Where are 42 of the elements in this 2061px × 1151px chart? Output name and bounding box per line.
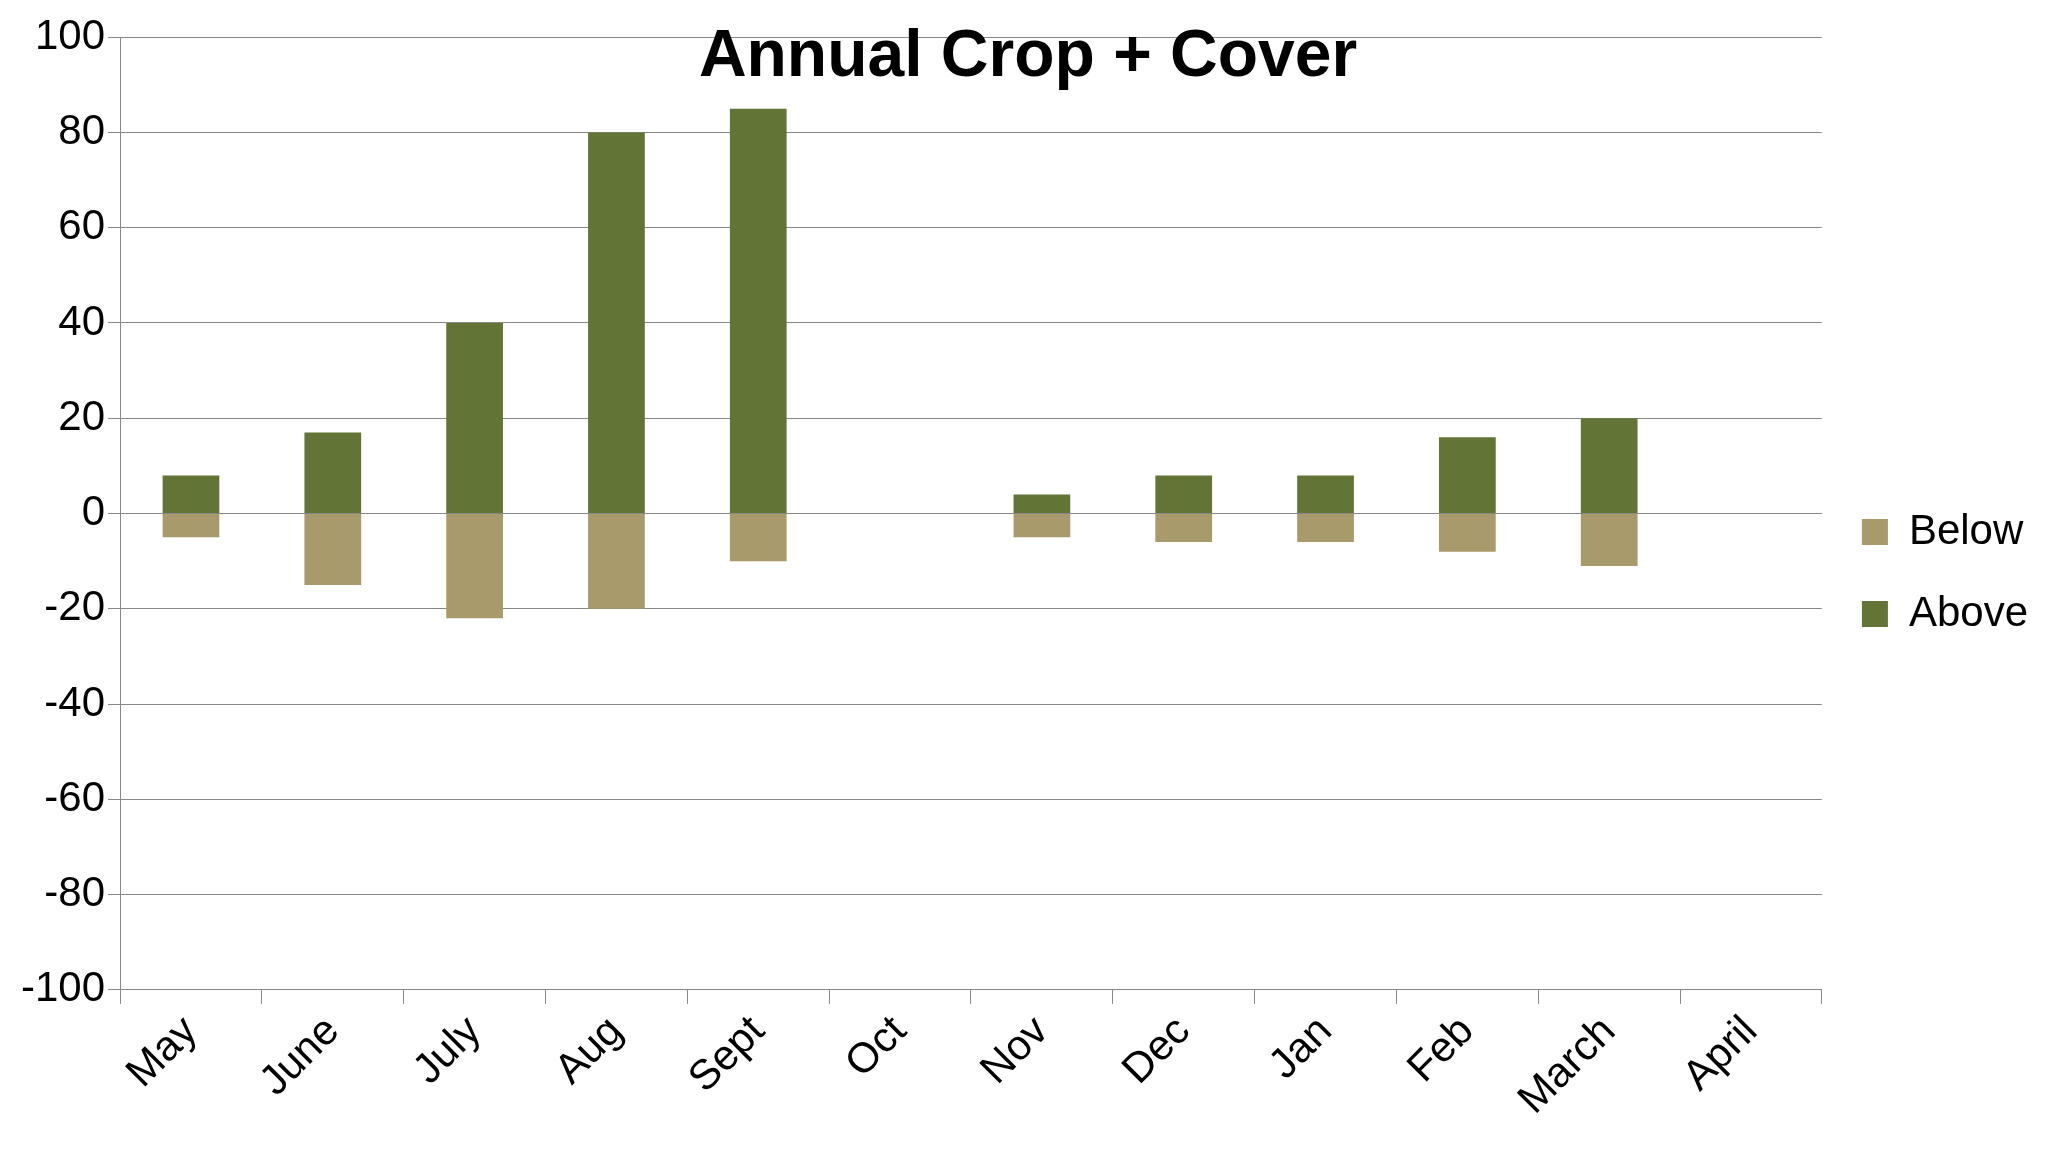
legend-label: Above [1908, 587, 2028, 635]
chart-title: Annual Crop + Cover [698, 15, 1358, 90]
legend-label: Below [1908, 505, 2024, 553]
bar [1439, 437, 1496, 514]
bar [162, 475, 220, 514]
bar [1297, 514, 1354, 543]
bar [162, 514, 220, 538]
bar [446, 323, 503, 514]
y-tick-label: -40 [44, 677, 106, 725]
bar [1580, 514, 1638, 566]
x-tick-label: May [116, 1005, 206, 1096]
bar [1013, 514, 1071, 538]
bar [588, 132, 645, 514]
y-tick-label: 60 [58, 201, 106, 249]
bar [304, 432, 362, 514]
y-tick-label: 40 [58, 296, 106, 344]
y-tick-label: -60 [44, 772, 106, 820]
bar [446, 514, 503, 619]
bar [729, 108, 787, 514]
x-tick-label: Aug [544, 1005, 631, 1093]
bar [304, 514, 362, 585]
bar [1013, 494, 1071, 514]
bar [1439, 514, 1496, 552]
bar [1155, 514, 1213, 543]
y-tick-label: 100 [34, 10, 106, 58]
x-tick-label: Jan [1258, 1005, 1341, 1088]
x-tick-label: Oct [835, 1005, 915, 1086]
x-tick-label: Feb [1397, 1005, 1482, 1091]
bar [729, 514, 787, 562]
y-tick-label: -100 [21, 963, 106, 1011]
bar [1297, 475, 1354, 514]
y-tick-label: -20 [44, 582, 106, 630]
y-tick-label: -80 [44, 868, 106, 916]
y-tick-label: 0 [81, 487, 106, 535]
x-tick-label: Dec [1112, 1005, 1199, 1093]
y-tick-label: 20 [58, 391, 106, 439]
x-tick-label: July [403, 1005, 490, 1093]
x-tick-label: Nov [970, 1005, 1057, 1093]
bar [1580, 418, 1638, 514]
bar [588, 514, 645, 609]
y-tick-label: 80 [58, 106, 106, 154]
bar [1155, 475, 1213, 514]
